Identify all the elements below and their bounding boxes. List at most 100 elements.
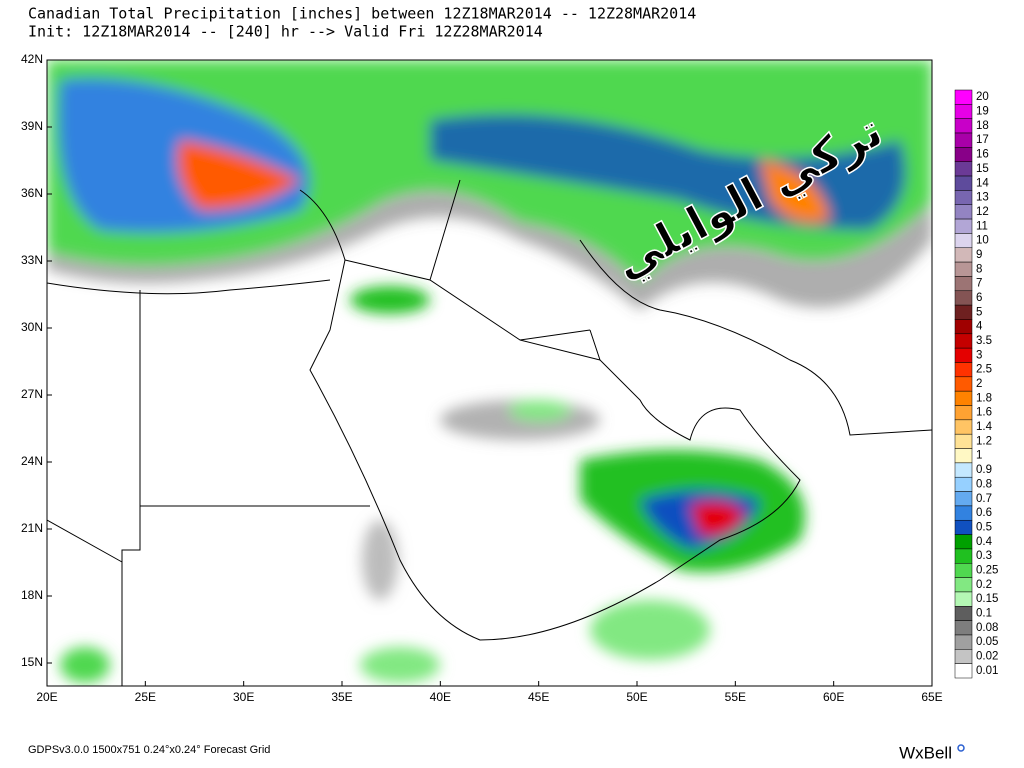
lat-label: 27N [21, 387, 43, 401]
legend-swatch [954, 118, 973, 134]
legend-label: 1.4 [976, 421, 993, 433]
legend-label: 0.25 [976, 564, 998, 576]
axis-labels: 42N 39N 36N 33N 30N 27N 24N 21N 18N 15N 20E 25E 30E 3… [21, 52, 943, 704]
green-band [47, 60, 932, 280]
legend-label: 0.1 [976, 607, 992, 619]
lon-label: 55E [725, 690, 746, 704]
legend-label: 1 [976, 450, 982, 462]
legend-swatch [954, 247, 973, 263]
legend-swatch [954, 620, 973, 636]
legend-label: 12 [976, 206, 989, 218]
legend-label: 8 [976, 263, 982, 275]
legend-swatch [954, 390, 973, 406]
legend-swatch [954, 448, 973, 464]
lat-label: 21N [21, 521, 43, 535]
legend-swatch [954, 591, 973, 607]
orange-blob [177, 140, 300, 210]
legend-swatch [954, 233, 973, 249]
legend-swatch [954, 161, 973, 177]
gray-blob [362, 520, 398, 600]
legend-label: 0.4 [976, 536, 993, 548]
orange-blob [760, 160, 830, 223]
legend-swatch [954, 104, 973, 119]
lat-label: 33N [21, 253, 43, 267]
legend-swatch [954, 419, 973, 435]
legend-label: 15 [976, 163, 989, 175]
legend-swatch [954, 462, 973, 478]
legend-swatch [954, 433, 973, 449]
lat-label: 30N [21, 320, 43, 334]
legend-label: 3 [976, 349, 982, 361]
legend-label: 6 [976, 292, 982, 304]
legend-swatch [954, 362, 973, 378]
map-frame [46, 59, 933, 687]
legend-swatch [954, 405, 973, 421]
legend-swatch [954, 132, 973, 148]
legend-label: 14 [976, 177, 989, 189]
lat-label: 39N [21, 119, 43, 133]
legend-label: 2.5 [976, 364, 992, 376]
legend-swatch [954, 519, 973, 535]
legend-label: 1.6 [976, 407, 992, 419]
legend-label: 1.2 [976, 435, 992, 447]
legend-label: 0.2 [976, 579, 992, 591]
legend-label: 0.15 [976, 593, 998, 605]
legend-swatch [954, 534, 973, 550]
coastline [47, 279, 331, 295]
legend-label: 0.7 [976, 493, 992, 505]
green-blob [60, 647, 110, 683]
footer-info: GDPSv3.0.0 1500x751 0.24°x0.24° Forecast… [28, 744, 270, 756]
lon-label: 30E [233, 690, 254, 704]
lat-label: 36N [21, 186, 43, 200]
red-blob [690, 501, 745, 536]
legend-swatch [954, 491, 973, 507]
legend-label: 4 [976, 321, 983, 333]
green-blob [350, 286, 430, 314]
border [344, 179, 601, 361]
legend-swatch [954, 476, 973, 492]
lon-label: 65E [921, 690, 942, 704]
legend-label: 0.08 [976, 622, 998, 634]
legend-swatch [954, 190, 973, 205]
legend-label: 2 [976, 378, 982, 390]
lon-label: 40E [430, 690, 451, 704]
legend-swatch [954, 89, 973, 105]
legend-swatch [954, 261, 973, 277]
legend-label: 0.6 [976, 507, 992, 519]
legend-swatch [954, 147, 973, 162]
green-blob [510, 400, 570, 420]
legend-label: 0.9 [976, 464, 992, 476]
lon-label: 35E [331, 690, 352, 704]
legend-swatch [954, 333, 973, 349]
legend-swatch [954, 563, 973, 578]
coastline [579, 239, 932, 436]
legend-swatch [954, 204, 973, 220]
legend-swatch [954, 505, 973, 521]
legend-swatch [954, 347, 973, 363]
legend-label: 11 [976, 220, 988, 232]
lat-label: 42N [21, 52, 43, 66]
legend-swatch [954, 606, 973, 621]
legend-label: 17 [976, 134, 989, 146]
legend-swatch [954, 290, 973, 306]
border [47, 290, 370, 686]
brand: WxBell [899, 743, 952, 762]
legend-label: 0.8 [976, 478, 992, 490]
legend-label: 9 [976, 249, 982, 261]
lat-label: 18N [21, 588, 43, 602]
lon-label: 45E [528, 690, 549, 704]
lon-label: 60E [823, 690, 844, 704]
legend-swatch [954, 319, 973, 335]
legend-label: 10 [976, 235, 989, 247]
lat-label: 24N [21, 454, 43, 468]
lon-label: 25E [135, 690, 156, 704]
legend-swatch [954, 276, 973, 292]
legend-label: 0.01 [976, 665, 998, 677]
green-blob [590, 600, 710, 660]
title-line: Canadian Total Precipitation [inches] be… [28, 5, 696, 23]
legend-label: 3.5 [976, 335, 992, 347]
legend-label: 0.3 [976, 550, 992, 562]
legend-label: 7 [976, 278, 982, 290]
brand-logo [957, 744, 965, 752]
